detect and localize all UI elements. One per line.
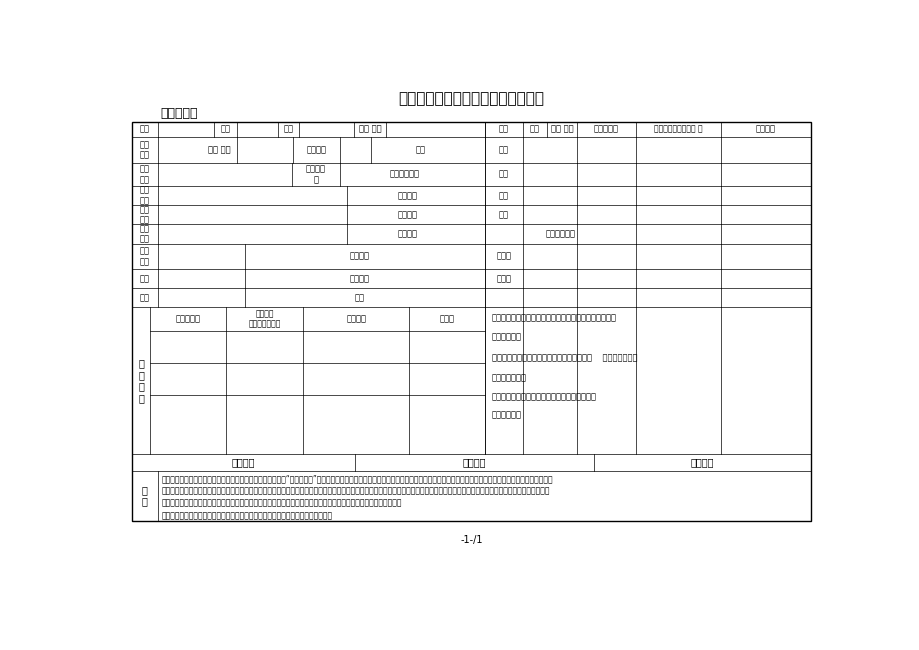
Text: 班级: 班级 — [354, 293, 364, 302]
Bar — [132, 122, 810, 521]
Text: 称谓: 称谓 — [498, 125, 508, 134]
Text: 户籍
地址: 户籍 地址 — [140, 164, 150, 184]
Text: 主要社会关系: 主要社会关系 — [545, 229, 575, 239]
Text: 外祖父: 外祖父 — [496, 252, 511, 261]
Text: 学生填写完毕后请辅导员认真进行确认，特别是对学生成绩进行审核，无误后签字。: 学生填写完毕后请辅导员认真进行确认，特别是对学生成绩进行审核，无误后签字。 — [162, 511, 333, 520]
Text: 母亲手机: 母亲手机 — [397, 210, 416, 219]
Text: 父亲手机: 父亲手机 — [397, 191, 416, 200]
Text: 民族: 民族 — [283, 125, 293, 134]
Text: 居住地址: 居住地址 — [755, 125, 775, 134]
Text: 家庭出身: 家庭出身 — [306, 145, 326, 154]
Text: 文化
程度: 文化 程度 — [140, 140, 150, 159]
Text: 籍贯: 籍贯 — [414, 145, 425, 154]
Text: 母亲: 母亲 — [498, 170, 508, 179]
Text: 身高：厘米；体重公斤；左眼视力；右眼视力。: 身高：厘米；体重公斤；左眼视力；右眼视力。 — [491, 393, 596, 401]
Text: 本人签名: 本人签名 — [690, 457, 713, 467]
Text: 姓名: 姓名 — [529, 125, 539, 134]
Text: 四六级情况：；成绩绩点；在校期间有无违法乱纪情况；: 四六级情况：；成绩绩点；在校期间有无违法乱纪情况； — [491, 314, 616, 323]
Text: 就读学校
（从初中开始）: 就读学校 （从初中开始） — [248, 309, 280, 329]
Text: 出生 年月: 出生 年月 — [358, 125, 380, 134]
Text: 本
人
简
历: 本 人 简 历 — [138, 358, 143, 403]
Text: 本人
手机: 本人 手机 — [140, 205, 150, 224]
Text: 祖母: 祖母 — [498, 210, 508, 219]
Text: 是否独生子女: 是否独生子女 — [390, 170, 419, 179]
Text: 身份
证号: 身份 证号 — [140, 224, 150, 244]
Text: 身份证号码: 身份证号码 — [593, 125, 618, 134]
Text: 外祖母: 外祖母 — [496, 274, 511, 283]
Text: 学院: 学院 — [140, 274, 150, 283]
Text: 工作单位、地址、职 务: 工作单位、地址、职 务 — [653, 125, 702, 134]
Text: 年月一年月: 年月一年月 — [176, 315, 200, 324]
Text: 证明人: 证明人 — [439, 315, 455, 324]
Text: 居住
地址: 居住 地址 — [140, 186, 150, 205]
Text: 专业特长: 专业特长 — [348, 252, 369, 261]
Text: 性别: 性别 — [221, 125, 231, 134]
Text: 有何
病史: 有何 病史 — [140, 246, 150, 266]
Text: -1-/1: -1-/1 — [460, 535, 482, 545]
Text: 二级学院：: 二级学院： — [160, 107, 198, 120]
Text: 学校地址: 学校地址 — [346, 315, 366, 324]
Text: 辅导员签字：: 辅导员签字： — [491, 411, 521, 420]
Text: 据网上提示打印《男性公民兵役登记应征报名表》；符合军基本条件的全日制普通高校学生，还须打印《大学生预征对象登记表》、《应征入伍高校学生补偿学费代偿国家助学贷款申: 据网上提示打印《男性公民兵役登记应征报名表》；符合军基本条件的全日制普通高校学生… — [162, 486, 550, 495]
Text: 、家庭主要成员或主要社会关系中有人已故的，也需填写，应注明去世时户口所在地地址。退休的写明哪个单位退休。: 、家庭主要成员或主要社会关系中有人已故的，也需填写，应注明去世时户口所在地地址。… — [162, 499, 402, 508]
Text: 姓名: 姓名 — [140, 125, 150, 134]
Text: 本人态度: 本人态度 — [462, 457, 486, 467]
Text: 祖父: 祖父 — [498, 191, 508, 200]
Text: 所在居村
委: 所在居村 委 — [305, 164, 325, 184]
Text: 就读专业: 就读专业 — [348, 274, 369, 283]
Text: 基本身体情况：: 基本身体情况： — [491, 374, 526, 383]
Text: 说
明: 说 明 — [142, 485, 148, 506]
Text: 家长意见: 家长意见 — [232, 457, 255, 467]
Text: 、填表人要如实填写每一项内容，不得隐瞒。填报后应到登录“全国征兵网”（网址：）填写兵役登记和应征报名信息（包括个人姓名、公民身份证号码、家庭住址、参军意向等基本: 、填表人要如实填写每一项内容，不得隐瞒。填报后应到登录“全国征兵网”（网址：）填… — [162, 474, 552, 483]
Text: 是否迁户: 是否迁户 — [397, 229, 416, 239]
Text: 政治 面貌: 政治 面貌 — [208, 145, 230, 154]
Text: 政治 面貌: 政治 面貌 — [550, 125, 573, 134]
Text: 高考成绩，（大一新生填写）；欠学分情况，    （在校生填写）: 高考成绩，（大一新生填写）；欠学分情况， （在校生填写） — [491, 353, 637, 362]
Text: 上海电力学院年应征对象情况登记表: 上海电力学院年应征对象情况登记表 — [398, 91, 544, 107]
Text: 学号: 学号 — [140, 293, 150, 302]
Text: 所获荣誉：；: 所获荣誉：； — [491, 332, 521, 341]
Text: 父亲: 父亲 — [498, 145, 508, 154]
